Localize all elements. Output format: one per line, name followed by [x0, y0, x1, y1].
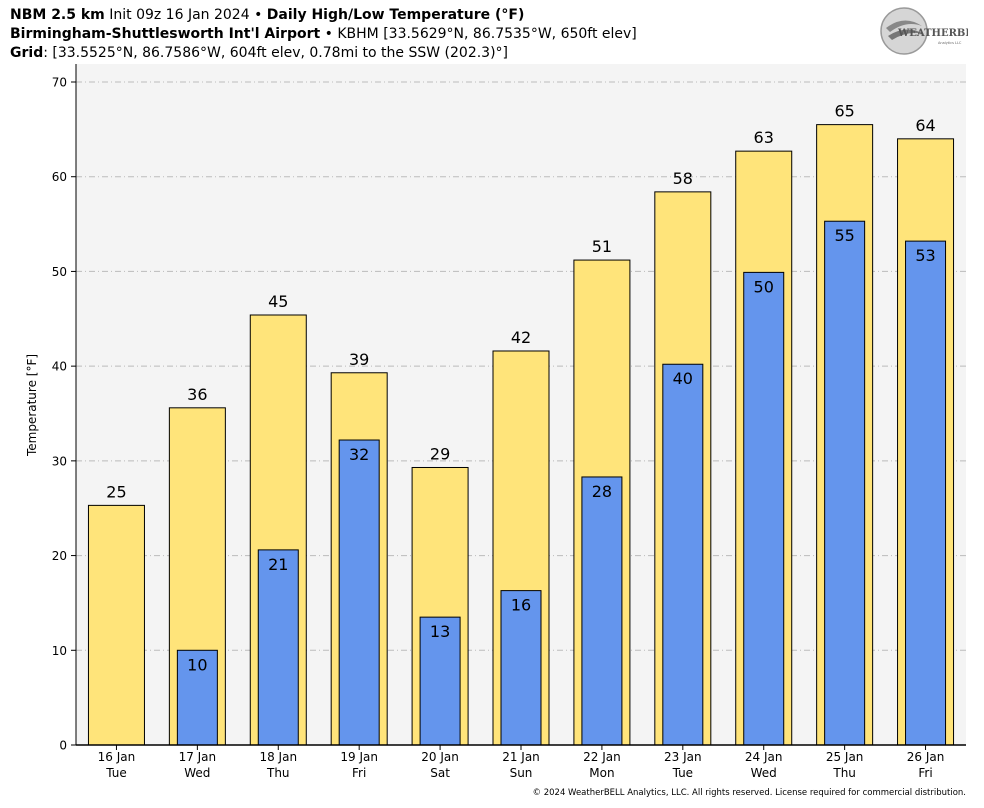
x-tick-label-day: Sun [510, 766, 533, 780]
x-tick-label-date: 23 Jan [664, 750, 702, 764]
separator: • [324, 26, 333, 42]
separator: • [254, 7, 263, 23]
x-tick-label-day: Fri [918, 766, 932, 780]
low-temp-bar [581, 476, 623, 746]
x-tick-label-day: Thu [266, 766, 290, 780]
x-tick-label-date: 24 Jan [745, 750, 783, 764]
low-temp-label: 21 [268, 555, 288, 574]
high-temp-label: 36 [187, 385, 207, 404]
x-tick-label-date: 18 Jan [259, 750, 297, 764]
low-temp-bar [905, 240, 947, 746]
y-tick-label: 70 [52, 76, 67, 90]
y-tick-label: 40 [52, 360, 67, 374]
x-tick-label-date: 16 Jan [98, 750, 136, 764]
station-info: KBHM [33.5629°N, 86.7535°W, 650ft elev] [337, 26, 637, 42]
y-tick-label: 30 [52, 454, 67, 468]
low-temp-bar [338, 439, 380, 746]
low-temp-bar [824, 220, 866, 746]
high-temp-label: 51 [592, 237, 612, 256]
low-temp-label: 50 [754, 277, 774, 296]
x-tick-label-date: 22 Jan [583, 750, 621, 764]
low-temp-bar [257, 549, 299, 746]
y-tick-label: 50 [52, 265, 67, 279]
x-tick-label-date: 21 Jan [502, 750, 540, 764]
header-line-3: Grid: [33.5525°N, 86.7586°W, 604ft elev,… [10, 44, 637, 63]
x-tick-label-date: 19 Jan [340, 750, 378, 764]
header-line-1: NBM 2.5 km Init 09z 16 Jan 2024 • Daily … [10, 6, 637, 25]
high-temp-label: 29 [430, 444, 450, 463]
header-line-2: Birmingham-Shuttlesworth Int'l Airport •… [10, 25, 637, 44]
high-temp-label: 58 [673, 169, 693, 188]
y-tick-label: 60 [52, 170, 67, 184]
axes: 0 10 20 30 40 50 60 70 16 Jan Tue 17 Jan Wed 18 Jan T… [52, 64, 966, 780]
low-temp-label: 32 [349, 445, 369, 464]
low-temp-bar [743, 271, 785, 746]
low-temp-bar [419, 616, 461, 746]
grid-label: Grid [10, 45, 44, 61]
svg-text:Analytics LLC: Analytics LLC [938, 41, 962, 45]
high-temp-label: 64 [915, 116, 935, 135]
high-temp-label: 63 [754, 128, 774, 147]
svg-text:WEATHERBELL: WEATHERBELL [897, 28, 968, 39]
y-axis-label: Temperature [°F] [25, 354, 39, 457]
high-temp-label: 25 [106, 482, 126, 501]
high-temp-label: 45 [268, 292, 288, 311]
low-temp-bar [662, 363, 704, 746]
y-tick-label: 0 [59, 739, 67, 753]
temperature-chart: 25 36 10 45 21 39 32 29 13 42 16 51 28 58 40 63 50 65 55 64… [25, 64, 966, 780]
x-tick-label-date: 17 Jan [179, 750, 217, 764]
chart-header: NBM 2.5 km Init 09z 16 Jan 2024 • Daily … [10, 6, 637, 63]
x-tick-label-day: Tue [672, 766, 694, 780]
high-temp-bar [87, 504, 145, 746]
station-name: Birmingham-Shuttlesworth Int'l Airport [10, 26, 321, 42]
copyright-notice: © 2024 WeatherBELL Analytics, LLC. All r… [532, 788, 966, 798]
low-temp-label: 28 [592, 482, 612, 501]
low-temp-label: 13 [430, 622, 450, 641]
low-temp-label: 53 [915, 246, 935, 265]
y-tick-label: 10 [52, 644, 67, 658]
x-tick-label-day: Fri [352, 766, 366, 780]
data-labels: 25 36 10 45 21 39 32 29 13 42 16 51 28 58 40 63 50 65 55 64… [106, 102, 935, 675]
low-temp-bar [176, 649, 218, 746]
x-tick-label-day: Wed [751, 766, 777, 780]
weatherbell-logo: WEATHERBELL Analytics LLC [880, 7, 968, 55]
low-temp-label: 10 [187, 655, 207, 674]
x-tick-label-date: 20 Jan [421, 750, 459, 764]
low-temp-label: 16 [511, 596, 531, 615]
chart-title: Daily High/Low Temperature (°F) [266, 7, 525, 23]
init-time: Init 09z 16 Jan 2024 [109, 7, 250, 23]
high-temp-label: 65 [834, 102, 854, 121]
x-tick-label-day: Tue [105, 766, 127, 780]
high-temp-label: 39 [349, 350, 369, 369]
x-tick-label-day: Sat [430, 766, 450, 780]
low-temp-bar [500, 590, 542, 746]
grid-info: : [33.5525°N, 86.7586°W, 604ft elev, 0.7… [43, 45, 509, 61]
model-name: NBM 2.5 km [10, 7, 105, 23]
low-temp-label: 40 [673, 369, 693, 388]
x-tick-label-day: Mon [589, 766, 614, 780]
x-tick-label-day: Wed [184, 766, 210, 780]
low-temperature-bars [176, 220, 947, 746]
low-temp-label: 55 [834, 226, 854, 245]
x-tick-label-day: Thu [832, 766, 856, 780]
high-temp-label: 42 [511, 328, 531, 347]
y-tick-label: 20 [52, 549, 67, 563]
x-tick-label-date: 25 Jan [826, 750, 864, 764]
x-tick-label-date: 26 Jan [907, 750, 945, 764]
